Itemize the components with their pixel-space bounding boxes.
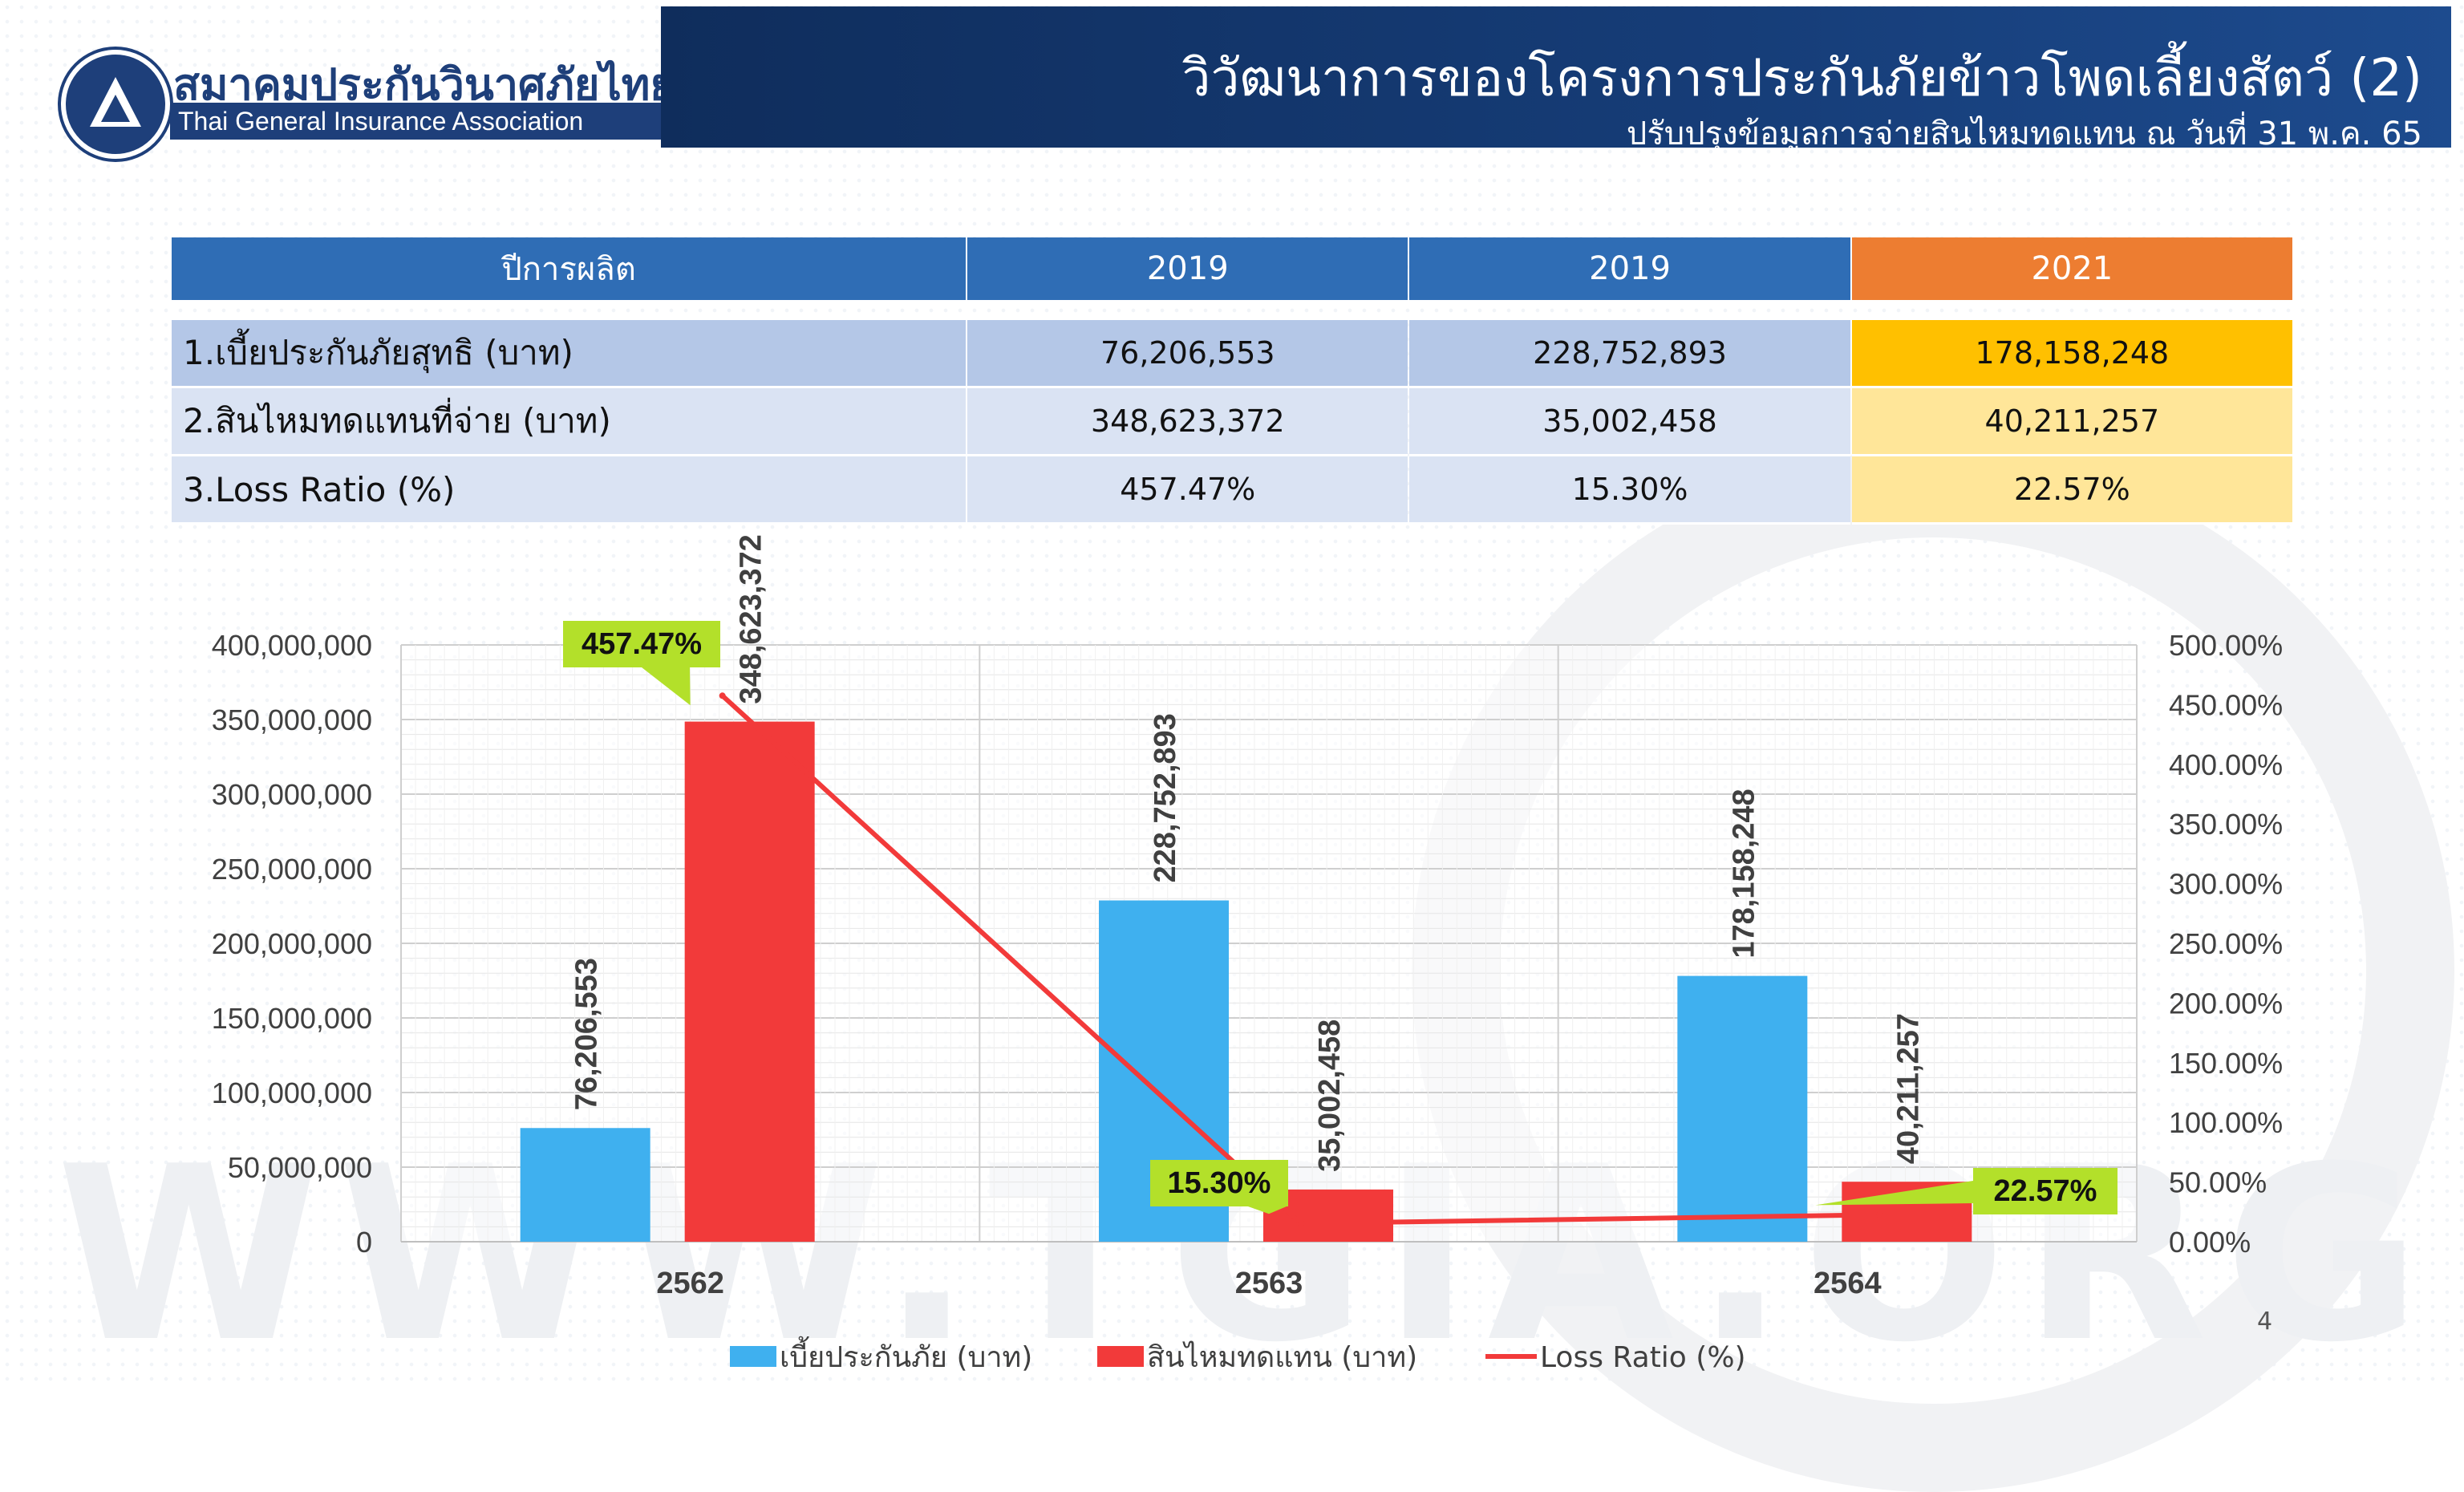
y-left-tick-label: 50,000,000 [228, 1151, 372, 1184]
bar-data-label: 348,623,372 [735, 534, 768, 703]
loss-ratio-point [1298, 1220, 1304, 1227]
summary-table: ปีการผลิต 2019 2019 2021 1.เบี้ยประกันภั… [170, 237, 2294, 525]
table-header-cell: ปีการผลิต [172, 237, 967, 300]
table-row: 3.Loss Ratio (%) 457.47% 15.30% 22.57% [172, 456, 2292, 525]
y-left-tick-label: 200,000,000 [212, 927, 372, 960]
legend-swatch [1097, 1346, 1144, 1367]
y-left-tick-label: 250,000,000 [212, 853, 372, 886]
table-cell: 35,002,458 [1409, 388, 1850, 456]
y-left-tick-label: 150,000,000 [212, 1002, 372, 1035]
y-left-tick-label: 350,000,000 [212, 703, 372, 736]
bar-data-label: 35,002,458 [1313, 1020, 1347, 1172]
y-right-tick-label: 200.00% [2169, 987, 2283, 1020]
table-cell: 76,206,553 [967, 320, 1408, 388]
table-cell: 348,623,372 [967, 388, 1408, 456]
y-left-tick-label: 0 [356, 1226, 372, 1259]
tgia-logo: สมาคมประกันวินาศภัยไทย Thai General Insu… [61, 50, 683, 162]
table-header-row: ปีการผลิต 2019 2019 2021 [172, 237, 2292, 300]
y-left-tick-label: 300,000,000 [212, 778, 372, 811]
legend-label: Loss Ratio (%) [1540, 1341, 1746, 1374]
x-category-label: 2562 [656, 1267, 724, 1300]
y-right-tick-label: 50.00% [2169, 1166, 2267, 1199]
combo-chart: 0 50,000,000 100,000,000 150,000,000 200,000… [212, 534, 2283, 1374]
table-cell: 457.47% [967, 456, 1408, 525]
loss-ratio-point [1876, 1211, 1883, 1218]
bar [520, 1128, 650, 1242]
row-label: 3.Loss Ratio (%) [172, 456, 967, 525]
y-right-tick-label: 400.00% [2169, 748, 2283, 781]
loss-ratio-data-label: 22.57% [1994, 1174, 2097, 1208]
bar [684, 721, 815, 1242]
y-right-tick-label: 450.00% [2169, 688, 2283, 721]
table-row: 2.สินไหมทดแทนที่จ่าย (บาท) 348,623,372 3… [172, 388, 2292, 456]
y-left-tick-label: 400,000,000 [212, 629, 372, 662]
bar [1677, 975, 1808, 1242]
loss-ratio-data-label: 457.47% [582, 627, 702, 661]
callout-pointer [642, 667, 691, 706]
table-cell: 228,752,893 [1409, 320, 1850, 388]
y-right-tick-label: 100.00% [2169, 1106, 2283, 1139]
logo-thai-name: สมาคมประกันวินาศภัยไทย [173, 59, 675, 110]
callout-box [1150, 1160, 1288, 1206]
legend-swatch [730, 1346, 776, 1367]
x-category-label: 2564 [1814, 1267, 1882, 1300]
logo-english-name: Thai General Insurance Association [170, 103, 683, 140]
table-cell: 178,158,248 [1851, 320, 2292, 388]
logo-emblem-icon [61, 50, 170, 159]
callout-box [1973, 1168, 2118, 1214]
bar-data-label: 40,211,257 [1891, 1013, 1925, 1164]
callout-pointer [1815, 1181, 1973, 1206]
loss-ratio-data-label: 15.30% [1168, 1166, 1271, 1200]
header-bar: วิวัฒนาการของโครงการประกันภัยข้าวโพดเลี้… [661, 6, 2451, 152]
bar-data-label: 76,206,553 [570, 958, 604, 1110]
table-row: 1.เบี้ยประกันภัยสุทธิ (บาท) 76,206,553 2… [172, 320, 2292, 388]
y-right-tick-label: 150.00% [2169, 1047, 2283, 1080]
table-cell: 15.30% [1409, 456, 1850, 525]
y-right-tick-label: 300.00% [2169, 868, 2283, 901]
table-header-cell: 2021 [1851, 237, 2292, 300]
x-category-label: 2563 [1235, 1267, 1303, 1300]
page-subtitle: ปรับปรุงข้อมูลการจ่ายสินไหมทดแทน ณ วันที… [1626, 116, 2422, 152]
callout-pointer [1248, 1206, 1287, 1214]
table-header-cell: 2019 [967, 237, 1408, 300]
y-right-tick-label: 350.00% [2169, 808, 2283, 841]
y-left-tick-label: 100,000,000 [212, 1076, 372, 1109]
loss-ratio-point [719, 692, 726, 699]
callout-box [563, 621, 720, 667]
bar-data-label: 178,158,248 [1727, 789, 1761, 958]
table-cell: 22.57% [1851, 456, 2292, 525]
y-right-tick-label: 500.00% [2169, 629, 2283, 662]
row-label: 1.เบี้ยประกันภัยสุทธิ (บาท) [172, 320, 967, 388]
page-number: 4 [2257, 1308, 2273, 1336]
bar-data-label: 228,752,893 [1149, 713, 1182, 882]
table-header-cell: 2019 [1409, 237, 1850, 300]
row-label: 2.สินไหมทดแทนที่จ่าย (บาท) [172, 388, 967, 456]
y-right-tick-label: 250.00% [2169, 927, 2283, 960]
legend-label: สินไหมทดแทน (บาท) [1147, 1340, 1417, 1374]
y-right-tick-label: 0.00% [2169, 1226, 2251, 1259]
legend-label: เบี้ยประกันภัย (บาท) [780, 1336, 1032, 1374]
table-cell: 40,211,257 [1851, 388, 2292, 456]
page-title: วิวัฒนาการของโครงการประกันภัยข้าวโพดเลี้… [1181, 49, 2422, 108]
